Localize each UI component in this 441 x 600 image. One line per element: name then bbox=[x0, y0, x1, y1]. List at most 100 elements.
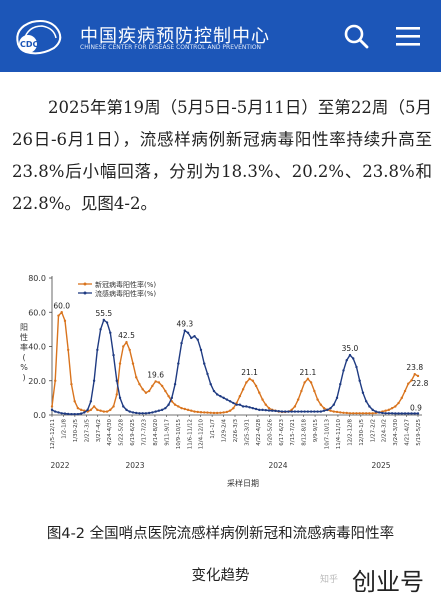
data-point-0 bbox=[99, 409, 102, 412]
data-point-1 bbox=[332, 403, 335, 406]
data-point-1 bbox=[141, 412, 144, 415]
data-point-0 bbox=[147, 389, 151, 393]
data-point-1 bbox=[196, 338, 199, 341]
x-tick-label: 10/7-10/13 bbox=[325, 419, 331, 450]
data-point-0 bbox=[390, 406, 394, 410]
data-point-0 bbox=[309, 381, 313, 384]
data-point-0 bbox=[76, 406, 80, 410]
search-icon[interactable] bbox=[340, 20, 372, 52]
data-point-1 bbox=[345, 359, 348, 362]
data-point-0 bbox=[364, 412, 368, 415]
y-axis-label-char: 率 bbox=[20, 342, 28, 352]
x-tick-label: 4/22-4/28 bbox=[256, 419, 262, 446]
data-point-1 bbox=[209, 382, 212, 386]
data-point-0 bbox=[141, 388, 144, 391]
y-tick-label: 20.0 bbox=[28, 377, 46, 386]
data-point-0 bbox=[164, 389, 167, 393]
data-point-0 bbox=[157, 381, 161, 384]
data-point-0 bbox=[345, 411, 348, 415]
site-header: CDC 中国疾病预防控制中心 CHINESE CENTER FOR DISEAS… bbox=[0, 0, 441, 72]
data-point-0 bbox=[222, 411, 225, 414]
data-point-0 bbox=[73, 400, 76, 403]
data-point-1 bbox=[128, 410, 131, 413]
x-tick-label: 2/24-3/2 bbox=[382, 419, 388, 442]
data-point-0 bbox=[410, 379, 413, 382]
data-point-0 bbox=[303, 381, 306, 384]
data-point-0 bbox=[203, 411, 206, 414]
data-point-1 bbox=[342, 369, 345, 372]
data-point-1 bbox=[248, 406, 251, 409]
x-tick-label: 3/24-3/30 bbox=[393, 419, 399, 446]
data-point-0 bbox=[232, 406, 235, 410]
data-point-1 bbox=[309, 410, 313, 413]
year-label: 2024 bbox=[268, 461, 287, 470]
y-axis-label-char: ) bbox=[22, 373, 25, 382]
data-point-1 bbox=[361, 391, 365, 394]
data-point-0 bbox=[206, 411, 209, 414]
data-point-0 bbox=[245, 381, 248, 384]
watermark: 创业号 bbox=[348, 560, 428, 599]
legend-marker bbox=[83, 282, 87, 286]
data-point-0 bbox=[215, 411, 219, 415]
data-point-0 bbox=[193, 410, 196, 413]
figure-caption: 图4-2 全国哨点医院流感样病例新冠和流感病毒阳性率 bbox=[46, 526, 395, 542]
data-point-1 bbox=[245, 405, 248, 408]
data-point-1 bbox=[251, 406, 255, 410]
data-point-1 bbox=[287, 410, 290, 413]
cdc-logo[interactable]: CDC bbox=[10, 14, 68, 58]
data-point-1 bbox=[371, 408, 374, 412]
data-label: 21.1 bbox=[241, 368, 258, 377]
data-point-1 bbox=[215, 393, 219, 396]
data-point-0 bbox=[416, 374, 420, 378]
data-point-0 bbox=[319, 403, 323, 406]
y-axis-label-char: ( bbox=[22, 353, 25, 362]
data-point-1 bbox=[261, 408, 264, 412]
data-label: 60.0 bbox=[53, 301, 70, 310]
data-point-0 bbox=[212, 411, 216, 415]
data-point-0 bbox=[403, 389, 407, 393]
data-point-0 bbox=[177, 405, 180, 408]
hamburger-menu-icon[interactable] bbox=[392, 20, 424, 52]
data-point-0 bbox=[96, 408, 99, 412]
data-point-0 bbox=[290, 408, 293, 412]
y-axis-label-char: % bbox=[20, 363, 28, 372]
data-point-1 bbox=[167, 403, 170, 406]
x-tick-label: 9/9-9/15 bbox=[313, 418, 319, 442]
data-point-0 bbox=[296, 398, 300, 401]
data-point-0 bbox=[173, 403, 177, 406]
data-point-1 bbox=[254, 407, 258, 411]
logo-text: CDC bbox=[20, 40, 39, 49]
data-point-1 bbox=[122, 405, 125, 408]
data-point-0 bbox=[355, 412, 358, 415]
data-point-1 bbox=[135, 411, 138, 415]
data-point-1 bbox=[83, 411, 86, 414]
legend-label: 流感病毒阳性率(%) bbox=[95, 289, 156, 298]
data-point-1 bbox=[222, 396, 225, 400]
data-point-1 bbox=[355, 365, 358, 369]
data-point-0 bbox=[300, 389, 303, 393]
data-point-0 bbox=[313, 389, 316, 393]
data-point-1 bbox=[400, 412, 404, 415]
data-point-1 bbox=[151, 411, 154, 414]
data-point-0 bbox=[115, 393, 118, 396]
x-tick-label: 7/17-7/23 bbox=[142, 419, 148, 446]
y-axis-label-char: 性 bbox=[20, 332, 28, 342]
x-tick-label: 8/12-8/18 bbox=[302, 419, 308, 446]
data-point-1 bbox=[235, 403, 238, 406]
data-point-0 bbox=[254, 384, 258, 388]
year-label: 2025 bbox=[371, 461, 390, 470]
data-point-0 bbox=[293, 405, 297, 408]
data-point-1 bbox=[267, 409, 271, 412]
data-point-0 bbox=[219, 411, 222, 414]
legend-marker bbox=[83, 291, 87, 295]
data-point-1 bbox=[70, 412, 73, 416]
data-point-1 bbox=[335, 396, 339, 400]
data-point-1 bbox=[92, 379, 96, 382]
data-point-1 bbox=[348, 353, 352, 357]
data-point-0 bbox=[352, 412, 355, 415]
data-point-1 bbox=[76, 412, 80, 416]
data-point-1 bbox=[293, 410, 297, 413]
y-tick-label: 0.0 bbox=[33, 411, 46, 420]
data-label: 23.8 bbox=[406, 363, 423, 372]
data-point-0 bbox=[267, 406, 271, 410]
